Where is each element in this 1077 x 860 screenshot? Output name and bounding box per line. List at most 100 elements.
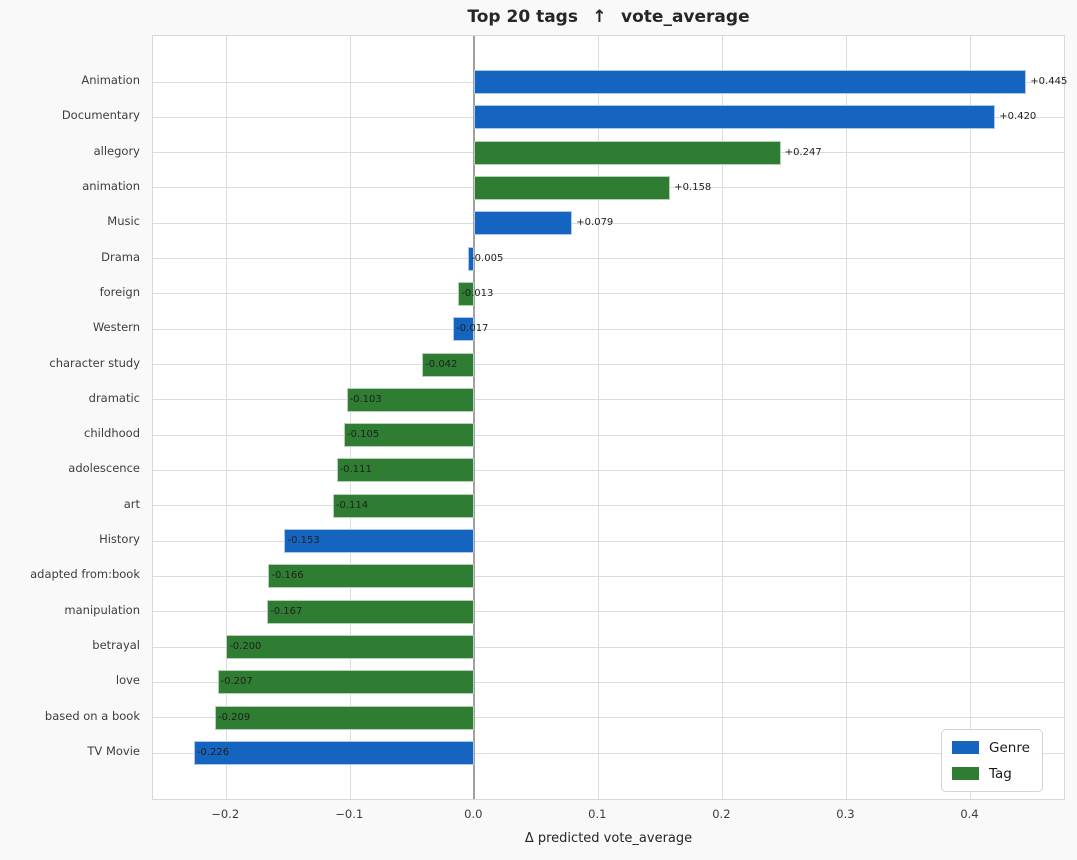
bar-dramatic: [346, 387, 475, 412]
bar-value-label: -0.103: [349, 393, 382, 405]
bar-manipulation: [267, 599, 475, 624]
x-tick-label: 0.1: [588, 807, 607, 821]
x-tick-label: 0.0: [464, 807, 483, 821]
bar-character-study: [422, 352, 475, 377]
y-tick-label: dramatic: [88, 390, 140, 405]
y-tick-label: love: [115, 673, 140, 688]
x-gridline: [225, 36, 227, 799]
y-tick-label: Documentary: [61, 108, 140, 123]
x-tick-label: 0.3: [836, 807, 855, 821]
y-tick-label: Music: [107, 214, 140, 229]
bar-value-label: -0.042: [425, 358, 458, 370]
chart-title: Top 20 tags ↑ vote_average: [467, 7, 750, 27]
bar-value-label: -0.167: [270, 605, 303, 617]
bar-value-label: +0.158: [674, 181, 712, 193]
bar-value-label: -0.209: [218, 711, 251, 723]
y-gridline: [153, 540, 1064, 542]
y-tick-label: History: [99, 532, 140, 547]
y-tick-label: based on a book: [44, 708, 140, 723]
y-gridline: [153, 399, 1064, 401]
bar-value-label: -0.111: [339, 464, 372, 476]
bar-drama: [468, 246, 475, 271]
bar-music: [474, 211, 573, 236]
y-gridline: [153, 717, 1064, 719]
y-gridline: [153, 575, 1064, 577]
y-tick-label: Western: [92, 320, 140, 335]
y-tick-label: Drama: [101, 249, 140, 264]
y-tick-label: adapted from:book: [30, 567, 140, 582]
bar-value-label: -0.166: [271, 570, 304, 582]
legend-label-tag: Tag: [989, 765, 1012, 782]
y-tick-label: allegory: [93, 143, 140, 158]
y-tick-label: Animation: [81, 73, 140, 87]
bar-value-label: -0.017: [456, 323, 489, 335]
y-gridline: [153, 434, 1064, 436]
bar-documentary: [474, 105, 996, 130]
legend-patch-genre-swatch: [952, 741, 979, 754]
y-gridline: [153, 611, 1064, 613]
x-tick-label: −0.1: [335, 807, 364, 821]
bar-value-label: -0.207: [220, 676, 253, 688]
zero-line: [473, 36, 476, 799]
legend-item-genre: Genre: [952, 737, 1030, 758]
bar-allegory: [474, 140, 781, 165]
y-tick-label: betrayal: [92, 638, 140, 653]
x-gridline: [969, 36, 971, 799]
x-gridline: [845, 36, 847, 799]
bar-animation: [474, 70, 1027, 94]
bar-value-label: -0.105: [347, 429, 380, 441]
y-gridline: [153, 681, 1064, 683]
x-gridline: [349, 36, 351, 799]
x-gridline: [597, 36, 599, 799]
bar-tv-movie: [193, 741, 475, 765]
y-tick-label: character study: [49, 355, 140, 370]
plot-area: +0.445 +0.420 +0.247 +0.158 +0.079 -0.005 -0.0…: [152, 35, 1068, 800]
y-gridline: [153, 469, 1064, 471]
legend: Genre Tag: [941, 729, 1043, 792]
bar-value-label: -0.005: [471, 252, 504, 264]
bar-animation: [474, 175, 671, 200]
bar-value-label: +0.247: [784, 146, 822, 158]
y-gridline: [153, 258, 1064, 260]
bar-based-on-a-book: [215, 705, 475, 730]
bar-value-label: +0.420: [999, 111, 1037, 123]
y-tick-label: art: [123, 496, 140, 511]
x-tick-label: 0.2: [712, 807, 731, 821]
bar-betrayal: [226, 635, 475, 660]
legend-label-genre: Genre: [989, 739, 1030, 756]
y-gridline: [153, 505, 1064, 507]
y-gridline: [153, 222, 1064, 224]
bar-foreign: [458, 281, 475, 306]
bar-value-label: -0.153: [287, 535, 320, 547]
bar-art: [332, 493, 475, 518]
y-gridline: [153, 293, 1064, 295]
y-gridline: [153, 328, 1064, 330]
bar-value-label: -0.114: [335, 499, 369, 511]
x-axis-label: Δ predicted vote_average: [524, 831, 693, 846]
y-tick-label: animation: [82, 178, 140, 193]
y-gridline: [153, 364, 1064, 366]
bar-adapted-from-book: [268, 564, 475, 589]
y-tick-label: TV Movie: [87, 744, 140, 758]
legend-patch-tag-swatch: [952, 767, 979, 780]
x-tick-label: −0.2: [211, 807, 240, 821]
bar-value-label: +0.445: [1030, 76, 1068, 87]
y-gridline: [153, 646, 1064, 648]
bar-western: [453, 317, 475, 342]
x-tick-label: 0.4: [960, 807, 979, 821]
y-tick-label: childhood: [84, 426, 140, 441]
bar-value-label: -0.200: [229, 641, 262, 653]
bar-adolescence: [336, 458, 475, 483]
x-gridline: [721, 36, 723, 799]
bar-value-label: -0.013: [461, 287, 494, 299]
bar-value-label: +0.079: [576, 217, 614, 229]
y-tick-label: foreign: [99, 284, 140, 299]
bar-love: [217, 670, 475, 695]
bar-history: [284, 529, 475, 554]
legend-item-tag: Tag: [952, 763, 1030, 784]
y-tick-label: adolescence: [68, 461, 140, 476]
y-gridline: [153, 752, 1064, 754]
bar-childhood: [344, 423, 475, 448]
y-tick-label: manipulation: [64, 602, 140, 617]
